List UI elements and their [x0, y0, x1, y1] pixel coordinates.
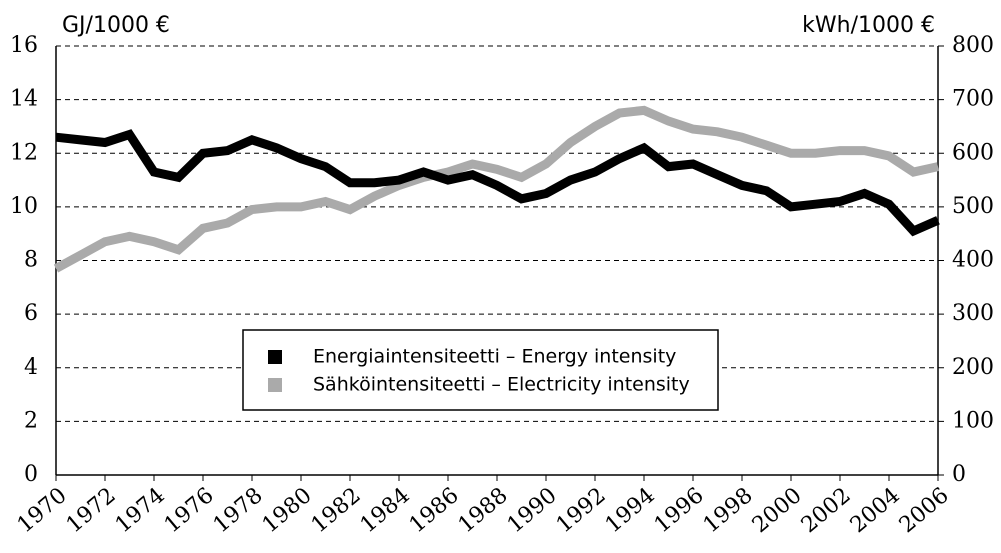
y2-tick-label: 600 [952, 140, 994, 165]
series-line [55, 129, 940, 237]
x-tick-label: 1978 [209, 483, 268, 538]
x-tick-label: 1994 [601, 483, 660, 538]
y-tick-label: 4 [24, 355, 38, 380]
x-tick-label: 1990 [503, 483, 562, 538]
x-tick-label: 2002 [797, 483, 856, 538]
x-tick-label: 1992 [552, 483, 611, 538]
x-tick-label: 1980 [258, 483, 317, 538]
y-tick-label: 14 [10, 87, 38, 112]
x-tick-label: 1996 [650, 483, 709, 538]
legend-label: Sähköintensiteetti – Electricity intensi… [313, 374, 690, 396]
y2-tick-label: 800 [952, 33, 994, 58]
x-tick-label: 2006 [895, 483, 954, 538]
y2-tick-label: 500 [952, 194, 994, 219]
x-tick-label: 1972 [62, 483, 121, 538]
y-tick-label: 0 [24, 462, 38, 487]
y2-tick-label: 200 [952, 355, 994, 380]
legend-label: Energiaintensiteetti – Energy intensity [313, 346, 676, 368]
x-tick-label: 1984 [356, 483, 415, 538]
y-tick-label: 2 [24, 408, 38, 433]
x-tick-label: 1976 [160, 483, 219, 538]
y2-tick-label: 100 [952, 408, 994, 433]
x-tick-label: 1970 [13, 483, 72, 538]
y2-tick-label: 300 [952, 301, 994, 326]
y-tick-label: 6 [24, 301, 38, 326]
y2-axis-label: kWh/1000 € [802, 13, 935, 38]
x-tick-label: 2004 [846, 483, 905, 538]
y2-tick-label: 0 [952, 462, 966, 487]
y-tick-label: 12 [10, 140, 38, 165]
x-tick-label: 1974 [111, 483, 170, 538]
x-tick-label: 1988 [454, 483, 513, 538]
x-tick-label: 1998 [699, 483, 758, 538]
y2-tick-label: 700 [952, 87, 994, 112]
series-line [53, 105, 939, 273]
legend-box [242, 329, 719, 411]
y-tick-label: 10 [10, 194, 38, 219]
legend-swatch [268, 350, 282, 364]
y-axis-label: GJ/1000 € [62, 13, 170, 38]
y-tick-label: 8 [24, 248, 38, 273]
x-tick-label: 2000 [748, 483, 807, 538]
legend-swatch [268, 378, 282, 392]
x-tick-label: 1986 [405, 483, 464, 538]
x-tick-label: 1982 [307, 483, 366, 538]
y2-tick-label: 400 [952, 248, 994, 273]
y-tick-label: 16 [10, 33, 38, 58]
